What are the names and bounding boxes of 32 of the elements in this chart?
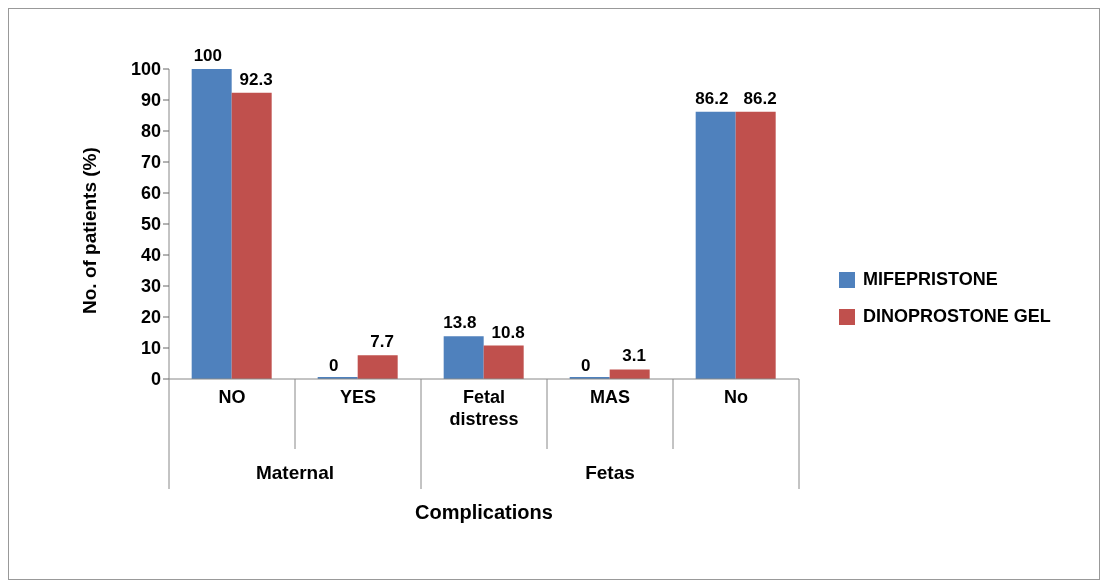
y-tick-label: 70 xyxy=(140,152,161,173)
y-axis-title: No. of patients (%) xyxy=(78,147,100,314)
x-tick-label: NO xyxy=(218,387,246,407)
text: Maternal xyxy=(255,462,335,483)
data-label: 86.2 xyxy=(743,88,777,108)
data-label: 10.8 xyxy=(491,322,525,342)
y-tick-label: 0 xyxy=(150,369,161,390)
text: Fetas xyxy=(585,462,635,483)
data-label: 86.2 xyxy=(695,88,729,108)
data-label: 92.3 xyxy=(239,69,273,89)
y-tick-label: 90 xyxy=(140,90,161,111)
legend-label: DINOPROSTONE GEL xyxy=(863,306,1051,327)
x-tick-label: No xyxy=(724,387,748,407)
x-tick-label: Fetal distress xyxy=(449,387,519,429)
y-tick-label: 50 xyxy=(140,214,161,235)
data-label: 3.1 xyxy=(622,346,646,366)
y-tick-label: 40 xyxy=(140,245,161,266)
legend-label: MIFEPRISTONE xyxy=(863,269,998,290)
y-tick-label: 20 xyxy=(140,307,161,328)
y-tick-label: 100 xyxy=(130,59,161,80)
x-tick-label: MAS xyxy=(590,387,630,407)
data-label: 7.7 xyxy=(370,332,394,352)
data-label: 13.8 xyxy=(443,313,477,333)
y-tick-label: 60 xyxy=(140,183,161,204)
y-tick-label: 30 xyxy=(140,276,161,297)
data-label: 100 xyxy=(193,46,223,65)
y-tick-label: 10 xyxy=(140,338,161,359)
data-label: 0 xyxy=(581,356,591,375)
x-axis-title: Complications xyxy=(415,501,553,523)
x-tick-label: YES xyxy=(339,387,377,407)
y-tick-label: 80 xyxy=(140,121,161,142)
data-label: 0 xyxy=(329,356,339,375)
